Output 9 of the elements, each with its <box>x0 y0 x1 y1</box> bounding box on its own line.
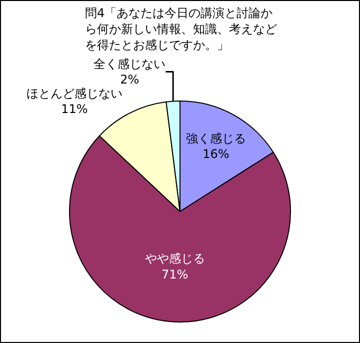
data-label: 71% <box>161 267 188 282</box>
slice-label: ほとんど感じない <box>26 86 122 100</box>
slice-label: 全く感じない <box>94 56 166 71</box>
data-label: 16% <box>202 146 230 161</box>
data-label: 11% <box>61 102 88 116</box>
slice-label: やや感じる <box>144 252 205 266</box>
data-label: 2% <box>120 72 140 86</box>
chart-title: 問4「あなたは今日の講演と討論から何か新しい情報、知識、考えなどを得たとお感じですか。」 <box>85 5 278 53</box>
slice-label: 強く感じる <box>186 131 246 146</box>
